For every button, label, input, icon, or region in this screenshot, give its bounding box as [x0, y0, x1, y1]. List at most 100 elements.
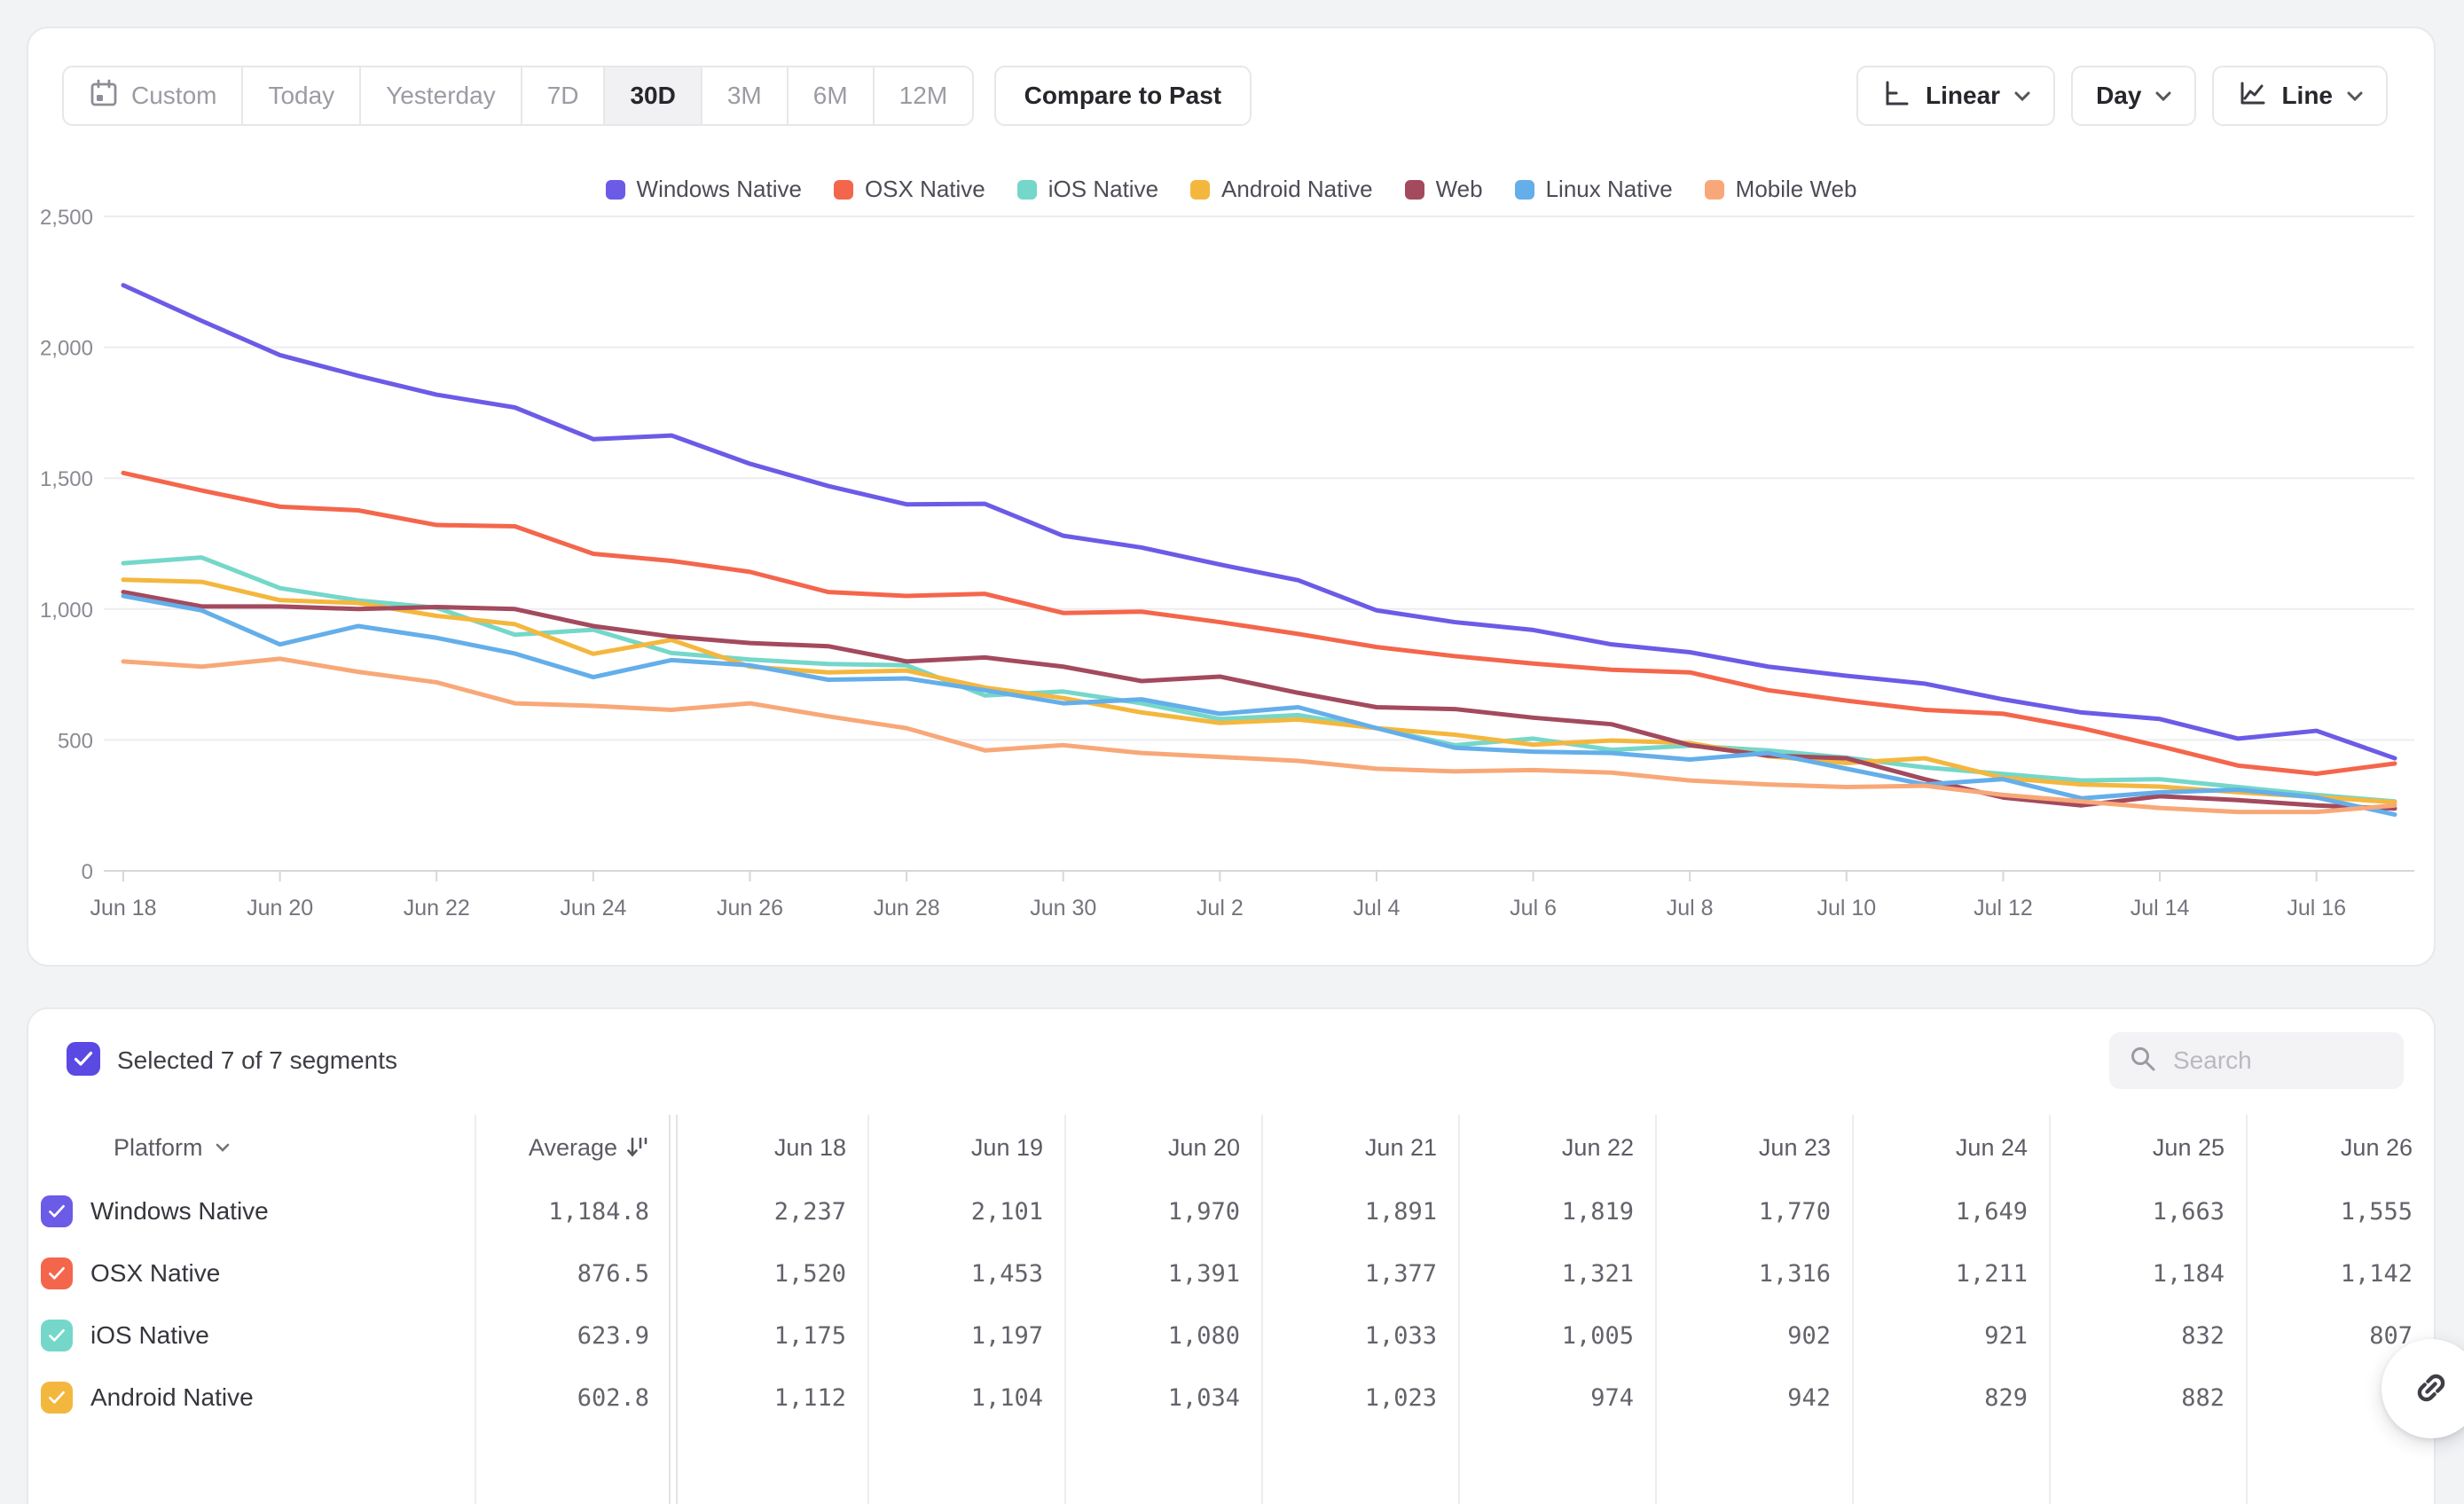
column-header-date[interactable]: Jun 20	[1167, 1133, 1240, 1161]
compare-to-past-button[interactable]: Compare to Past	[993, 66, 1252, 126]
range-option-label: Yesterday	[386, 82, 496, 109]
legend-item[interactable]: OSX Native	[833, 176, 985, 203]
legend-item[interactable]: Windows Native	[605, 176, 802, 203]
daily-value: 1,391	[1167, 1259, 1240, 1288]
legend-item[interactable]: Linux Native	[1514, 176, 1673, 203]
search-input[interactable]	[2171, 1046, 2384, 1076]
legend-swatch	[1704, 179, 1724, 200]
column-header-date[interactable]: Jun 22	[1561, 1133, 1634, 1161]
daily-value: 1,663	[2152, 1197, 2225, 1226]
series-line-web[interactable]	[121, 590, 2397, 811]
share-link-button[interactable]	[2382, 1339, 2464, 1438]
legend-swatch	[1514, 179, 1534, 200]
column-divider	[669, 1115, 671, 1504]
range-option-label: 3M	[726, 82, 762, 109]
chevron-down-icon	[2014, 91, 2030, 101]
y-axis-tick-label: 1,000	[40, 599, 93, 623]
table-row: Windows Native 1,184.8 2,237 2,101 1,970 1,89…	[28, 1180, 2434, 1242]
x-axis-tick-label: Jul 4	[1354, 896, 1401, 920]
chart-options: Linear Day Line	[1856, 66, 2388, 126]
column-header-date[interactable]: Jun 21	[1364, 1133, 1437, 1161]
daily-value: 1,453	[970, 1259, 1043, 1288]
column-header-date[interactable]: Jun 26	[2340, 1133, 2413, 1161]
interval-dropdown-label: Day	[2096, 82, 2142, 109]
series-line-windows-native[interactable]	[121, 283, 2397, 761]
column-header-date[interactable]: Jun 25	[2152, 1133, 2225, 1161]
column-header-date[interactable]: Jun 19	[970, 1133, 1043, 1161]
range-option-30d[interactable]: 30D	[605, 67, 702, 124]
daily-value: 1,649	[1955, 1197, 2028, 1226]
chart-toolbar: Custom Today Yesterday 7D 30D 3M 6M 12M Compare…	[62, 66, 2388, 126]
chevron-down-icon	[216, 1143, 229, 1152]
table-row: Android Native 602.8 1,112 1,104 1,034 1,023 9…	[28, 1367, 2434, 1429]
range-option-custom[interactable]: Custom	[64, 67, 244, 124]
legend-item[interactable]: Mobile Web	[1704, 176, 1856, 203]
column-divider	[867, 1115, 869, 1504]
scale-dropdown[interactable]: Linear	[1856, 66, 2056, 126]
average-value: 876.5	[577, 1259, 649, 1288]
daily-value: 1,197	[970, 1321, 1043, 1350]
interval-dropdown[interactable]: Day	[2071, 66, 2197, 126]
x-axis-tick-label: Jul 8	[1667, 896, 1714, 920]
series-line-mobile-web[interactable]	[121, 656, 2397, 815]
segment-checkbox[interactable]	[41, 1257, 73, 1289]
chart-type-dropdown[interactable]: Line	[2212, 66, 2388, 126]
select-all-checkbox[interactable]	[67, 1042, 100, 1076]
column-header-date[interactable]: Jun 18	[773, 1133, 846, 1161]
segment-checkbox[interactable]	[41, 1382, 73, 1414]
column-header-average[interactable]: Average	[475, 1134, 671, 1162]
legend-swatch	[833, 179, 853, 200]
series-line-osx-native[interactable]	[121, 470, 2397, 776]
daily-value: 974	[1590, 1383, 1634, 1412]
chart-card: Custom Today Yesterday 7D 30D 3M 6M 12M Compare…	[27, 27, 2436, 967]
x-axis-tick-label: Jul 10	[1817, 896, 1876, 920]
y-axis-tick-label: 1,500	[40, 467, 93, 491]
link-icon	[2411, 1367, 2452, 1411]
column-header-platform[interactable]: Platform	[28, 1134, 475, 1162]
range-option-label: Custom	[131, 82, 217, 109]
chart-legend: Windows Native OSX Native iOS Native Androi…	[28, 176, 2434, 203]
range-option-7d[interactable]: 7D	[522, 67, 606, 124]
column-divider	[2246, 1115, 2248, 1504]
series-line-linux-native[interactable]	[121, 593, 2397, 818]
daily-value: 1,211	[1955, 1259, 2028, 1288]
legend-item[interactable]: iOS Native	[1016, 176, 1158, 203]
average-value: 623.9	[577, 1321, 649, 1350]
daily-value: 1,142	[2340, 1259, 2413, 1288]
range-option-label: Today	[268, 82, 335, 109]
range-option-6m[interactable]: 6M	[789, 67, 875, 124]
x-axis-tick-label: Jul 14	[2130, 896, 2190, 920]
column-header-date[interactable]: Jun 23	[1758, 1133, 1831, 1161]
y-axis-tick-label: 2,000	[40, 337, 93, 361]
series-line-ios-native[interactable]	[121, 555, 2397, 804]
daily-value: 1,033	[1364, 1321, 1437, 1350]
column-divider	[1064, 1115, 1066, 1504]
range-option-yesterday[interactable]: Yesterday	[361, 67, 522, 124]
average-header-label: Average	[528, 1133, 617, 1161]
daily-value: 1,555	[2340, 1197, 2413, 1226]
legend-item[interactable]: Web	[1404, 176, 1483, 203]
segment-checkbox[interactable]	[41, 1195, 73, 1227]
range-option-12m[interactable]: 12M	[875, 67, 972, 124]
daily-value: 832	[2181, 1321, 2225, 1350]
legend-swatch	[1016, 179, 1037, 200]
search-icon	[2129, 1045, 2157, 1077]
column-header-date[interactable]: Jun 24	[1955, 1133, 2028, 1161]
selected-count-label: Selected 7 of 7 segments	[117, 1046, 397, 1074]
legend-label: Android Native	[1221, 176, 1373, 202]
search-box	[2109, 1032, 2404, 1089]
y-axis-tick-label: 500	[58, 729, 93, 753]
range-option-label: 12M	[898, 82, 948, 109]
legend-item[interactable]: Android Native	[1190, 176, 1373, 203]
calendar-icon	[89, 78, 119, 114]
range-option-today[interactable]: Today	[243, 67, 362, 124]
line-chart[interactable]: 0 500 1,000 1,500 2,000 2,500 Jun 18 Jun 20 Jun …	[28, 28, 2437, 924]
x-axis-tick-label: Jun 26	[717, 896, 783, 920]
segment-checkbox[interactable]	[41, 1320, 73, 1351]
range-option-label: 6M	[812, 82, 848, 109]
range-option-3m[interactable]: 3M	[702, 67, 789, 124]
x-axis-tick-label: Jun 24	[560, 896, 626, 920]
scale-dropdown-label: Linear	[1926, 82, 2001, 109]
series-line-android-native[interactable]	[121, 577, 2397, 805]
average-value: 602.8	[577, 1383, 649, 1412]
